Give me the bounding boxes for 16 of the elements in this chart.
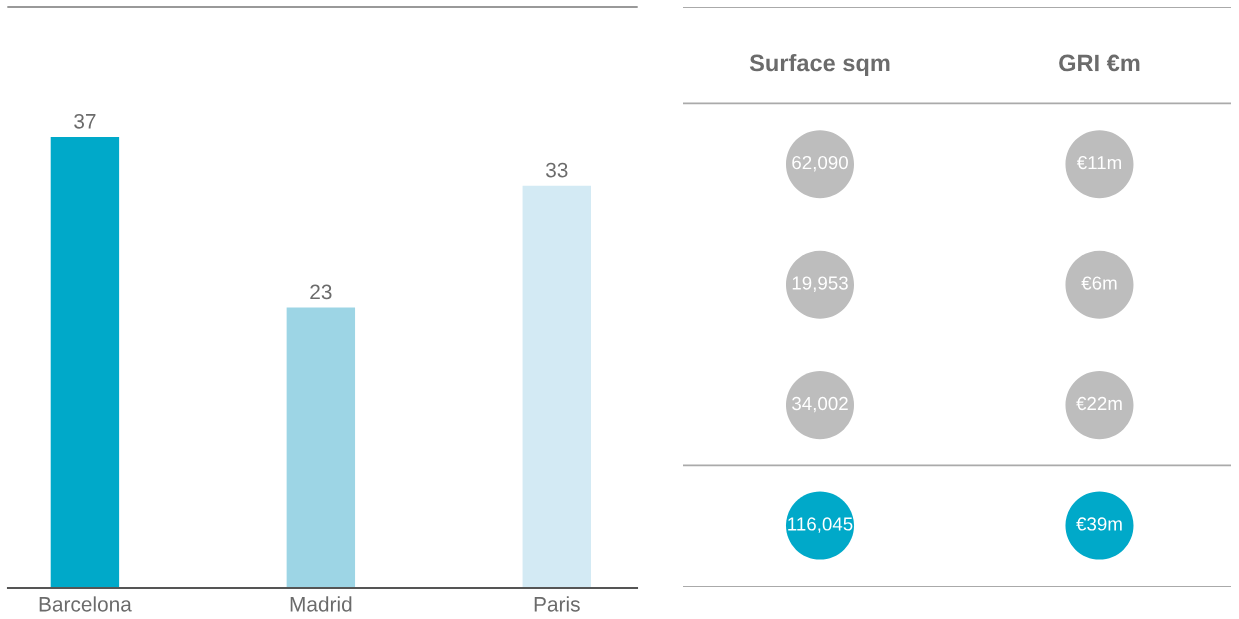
text: 34,002: [792, 396, 848, 413]
data-label: 33: [545, 162, 568, 178]
text: 116,045: [788, 517, 853, 533]
data-label: 37: [74, 113, 96, 129]
text: €22m: [1076, 396, 1122, 411]
text: 62,090: [792, 155, 848, 172]
category-label: Surface sqm: [749, 54, 890, 77]
text: €11m: [1076, 155, 1121, 170]
x-tick-label: Paris: [534, 596, 580, 612]
x-tick-label: Barcelona: [39, 596, 132, 612]
text: €6m: [1081, 276, 1117, 290]
text: 19,953: [792, 276, 848, 292]
text: €39m: [1076, 517, 1122, 531]
category-label: GRI €m: [1059, 54, 1140, 72]
x-tick-label: Madrid: [290, 596, 352, 612]
data-label: 23: [310, 284, 332, 300]
